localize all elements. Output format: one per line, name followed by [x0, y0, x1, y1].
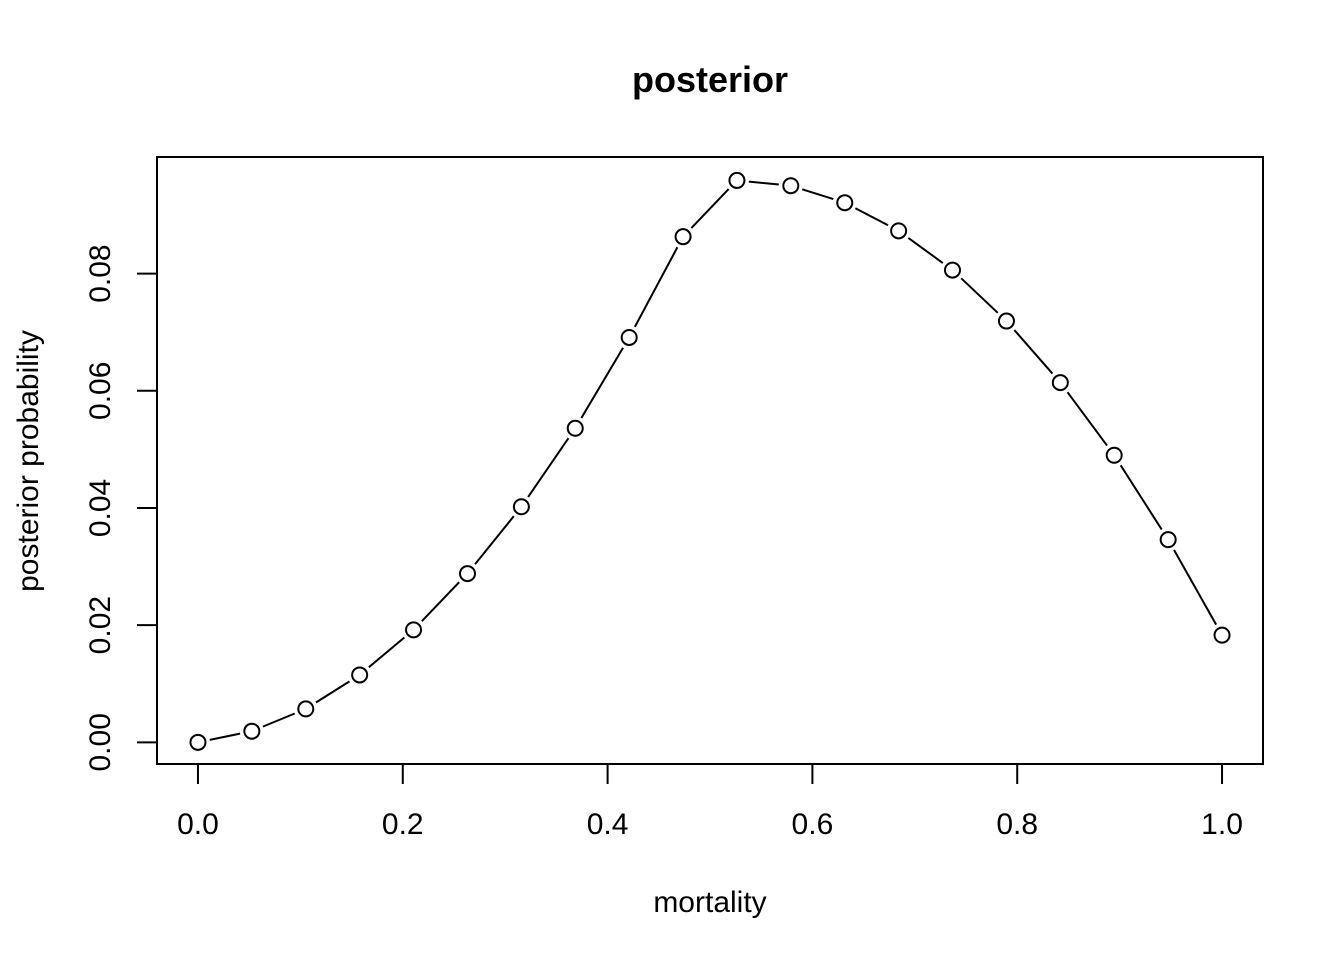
series-segment — [580, 347, 624, 419]
x-tick-label: 0.2 — [382, 808, 424, 841]
x-tick-label: 0.8 — [996, 808, 1038, 841]
series-segment — [801, 188, 834, 201]
series-segment — [262, 712, 296, 728]
data-point — [728, 171, 746, 189]
x-axis: 0.0 0.2 0.4 0.6 0.8 1.0 — [177, 763, 1243, 841]
series-segment — [748, 180, 779, 186]
y-axis: 0.00 0.02 0.04 0.06 0.08 — [84, 244, 158, 772]
series-segment — [315, 680, 351, 704]
data-point — [890, 222, 908, 240]
y-tick-label: 0.00 — [84, 713, 117, 771]
series-segment — [421, 581, 460, 622]
chart-title: posterior — [632, 59, 788, 100]
data-point — [1213, 626, 1231, 644]
data-point — [512, 498, 530, 516]
series-points — [189, 171, 1231, 751]
data-point — [1105, 446, 1123, 464]
series-segment — [960, 277, 999, 314]
x-tick-label: 0.4 — [587, 808, 629, 841]
data-point — [836, 194, 854, 212]
data-point — [944, 261, 962, 279]
data-point — [566, 419, 584, 437]
data-point — [1051, 374, 1069, 392]
series-segment — [1173, 549, 1218, 626]
data-point — [243, 722, 261, 740]
series-segment — [690, 188, 730, 229]
data-point — [189, 733, 207, 751]
x-tick-label: 1.0 — [1201, 808, 1243, 841]
series-segment — [854, 207, 889, 227]
y-tick-label: 0.04 — [84, 479, 117, 537]
data-point — [405, 621, 423, 639]
series-line — [209, 180, 1218, 741]
data-point — [620, 328, 638, 346]
x-axis-label: mortality — [653, 886, 766, 919]
y-tick-label: 0.06 — [84, 362, 117, 420]
series-segment — [633, 246, 679, 328]
series-segment — [527, 437, 570, 498]
data-point — [351, 666, 369, 684]
data-point — [997, 312, 1015, 330]
series-segment — [1119, 464, 1163, 531]
data-point — [674, 228, 692, 246]
series-segment — [1066, 391, 1108, 447]
x-tick-label: 0.0 — [177, 808, 219, 841]
series-segment — [368, 636, 405, 669]
series-segment — [474, 515, 515, 565]
data-point — [458, 565, 476, 583]
plot-frame — [156, 156, 1264, 765]
series-segment — [1013, 329, 1054, 375]
y-tick-label: 0.08 — [84, 244, 117, 302]
data-point — [782, 177, 800, 195]
x-tick-label: 0.6 — [792, 808, 834, 841]
y-axis-label: posterior probability — [12, 330, 45, 592]
data-point — [1159, 531, 1177, 549]
y-tick-label: 0.02 — [84, 596, 117, 654]
series-segment — [907, 237, 944, 264]
data-point — [297, 700, 315, 718]
series-segment — [209, 732, 241, 741]
